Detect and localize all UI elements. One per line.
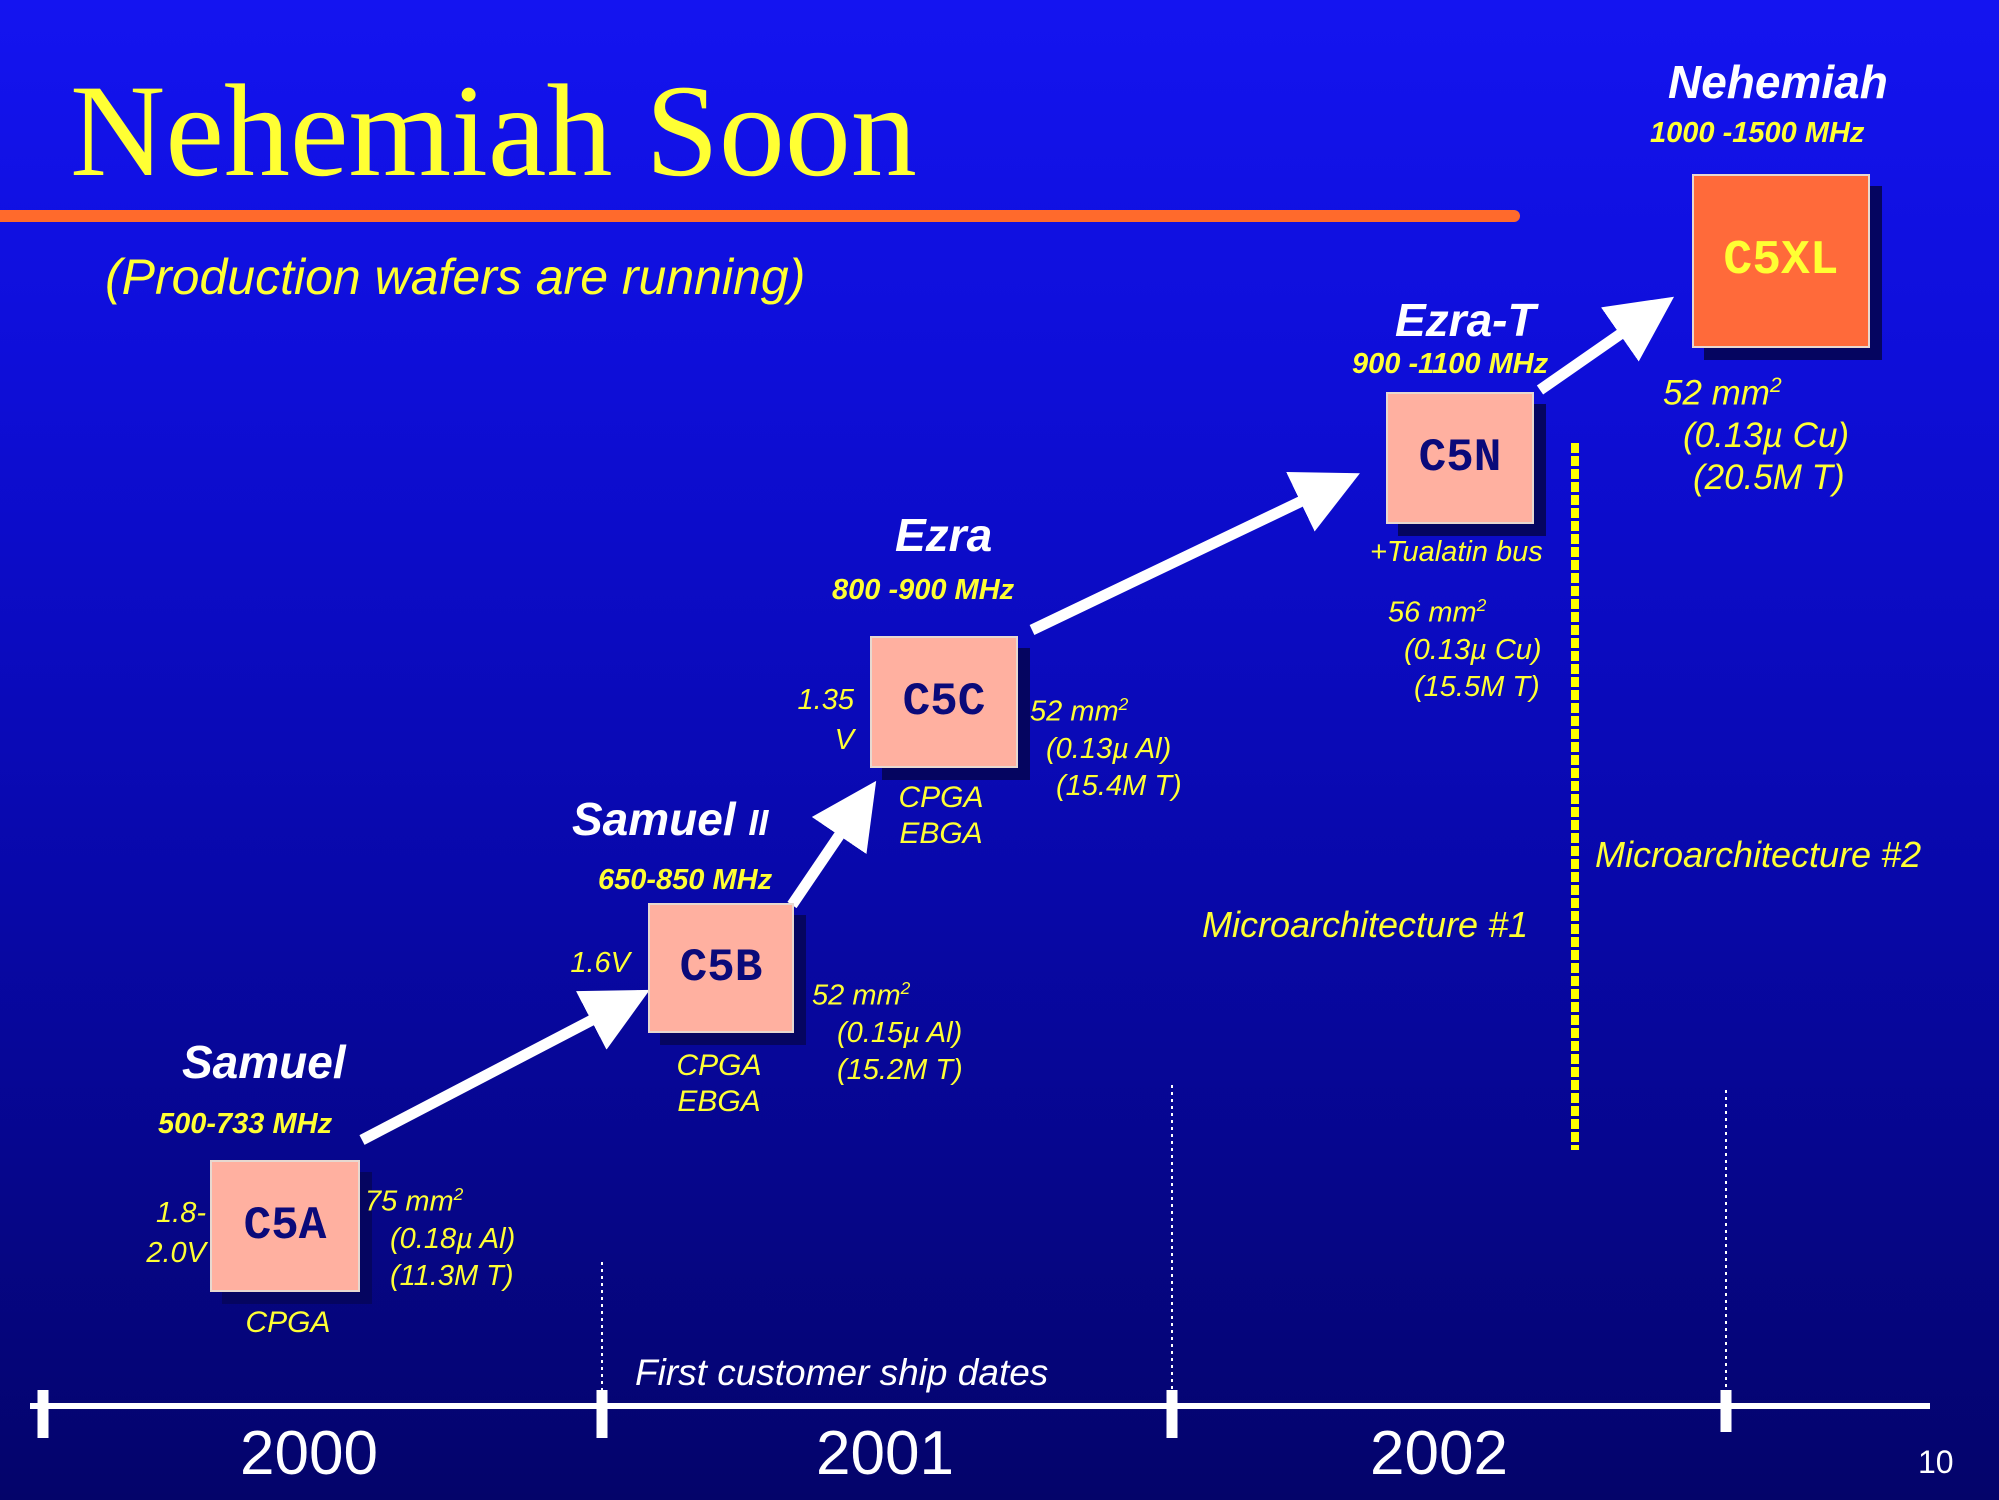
arrow-c5n-c5xl [1536, 296, 1675, 395]
arrow-c5c-c5n [1029, 471, 1360, 635]
processor-package-samuel: CPGA [245, 1306, 331, 1339]
slide-title: Nehemiah Soon [70, 57, 917, 204]
processor-freq-ezra-t: 900 -1100 MHz [1352, 348, 1549, 380]
processor-name-ezra: Ezra [895, 509, 993, 561]
arrow-c5b-c5c [787, 780, 877, 909]
page-number: 10 [1918, 1444, 1954, 1480]
slide-subtitle: (Production wafers are running) [105, 249, 806, 305]
processor-specs-samuel: 75 mm2 (0.18µ Al) (11.3M T) [365, 1184, 516, 1292]
microarchitecture-1-label: Microarchitecture #1 [1202, 904, 1529, 945]
timeline-label: First customer ship dates [635, 1352, 1049, 1393]
processor-freq-ezra: 800 -900 MHz [832, 574, 1015, 606]
processor-specs-samuel-ii: 52 mm2 (0.15µ Al) (15.2M T) [812, 978, 963, 1086]
processor-voltage-ezra: 1.35 V [797, 684, 854, 756]
processor-name-nehemiah: Nehemiah [1668, 56, 1888, 108]
processor-freq-nehemiah: 1000 -1500 MHz [1650, 117, 1865, 149]
arrow-c5a-c5b [359, 989, 650, 1145]
year-2001: 2001 [816, 1419, 954, 1488]
processor-package-ezra: CPGA EBGA [898, 781, 984, 850]
microarchitecture-2-label: Microarchitecture #2 [1595, 834, 1922, 875]
year-2000: 2000 [240, 1419, 378, 1488]
processor-specs-ezra-t: 56 mm2 (0.13µ Cu) (15.5M T) [1388, 595, 1542, 703]
year-2002: 2002 [1370, 1419, 1508, 1488]
chip-c5n: C5N [1386, 392, 1534, 524]
processor-freq-samuel: 500-733 MHz [158, 1108, 333, 1140]
processor-name-samuel: Samuel [182, 1036, 346, 1088]
title-underline [0, 210, 1520, 222]
processor-specs-nehemiah: 52 mm2 (0.13µ Cu) (20.5M T) [1663, 373, 1850, 497]
processor-note-ezra-t: +Tualatin bus [1370, 536, 1543, 568]
chip-c5b: C5B [648, 903, 794, 1033]
chip-c5c: C5C [870, 636, 1018, 768]
processor-specs-ezra: 52 mm2 (0.13µ Al) (15.4M T) [1030, 694, 1182, 802]
processor-voltage-samuel-ii: 1.6V [570, 947, 630, 979]
processor-voltage-samuel: 1.8- 2.0V [146, 1197, 206, 1269]
chip-c5xl: C5XL [1692, 174, 1870, 348]
processor-name-samuel-ii: Samuel II [572, 793, 769, 845]
processor-freq-samuel-ii: 650-850 MHz [598, 864, 773, 896]
processor-name-ezra-t: Ezra-T [1395, 294, 1536, 346]
processor-package-samuel-ii: CPGA EBGA [676, 1049, 762, 1118]
chip-c5a: C5A [210, 1160, 360, 1292]
